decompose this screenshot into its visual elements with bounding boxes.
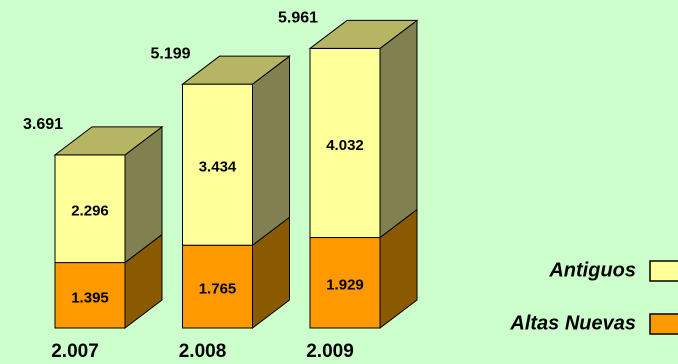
value-label: 4.032 — [326, 137, 364, 154]
bar-top — [53, 126, 164, 156]
bar-top — [181, 55, 291, 85]
legend-label: Antiguos — [548, 259, 636, 281]
bar-segment — [309, 237, 381, 329]
bar-side — [379, 19, 418, 239]
total-label: 5.961 — [278, 10, 318, 27]
bar-segment — [54, 262, 126, 329]
bar-segment — [309, 47, 381, 239]
legend-swatch — [649, 313, 678, 335]
bar-side — [252, 55, 290, 247]
value-label: 1.395 — [71, 289, 109, 306]
bar-segment — [182, 244, 253, 329]
value-label: 1.765 — [199, 281, 237, 298]
value-label: 1.929 — [326, 277, 364, 294]
total-label: 3.691 — [23, 116, 63, 133]
legend-swatch — [649, 260, 678, 282]
total-label: 5.199 — [150, 45, 190, 62]
bar-segment — [182, 83, 253, 246]
legend-label: Altas Nuevas — [509, 312, 636, 334]
bar-top — [308, 19, 419, 49]
value-label: 3.434 — [199, 159, 237, 176]
value-label: 2.296 — [71, 203, 109, 220]
x-tick-label: 2.007 — [51, 341, 99, 362]
x-tick-label: 2.008 — [179, 341, 227, 362]
x-tick-label: 2.009 — [306, 341, 354, 362]
